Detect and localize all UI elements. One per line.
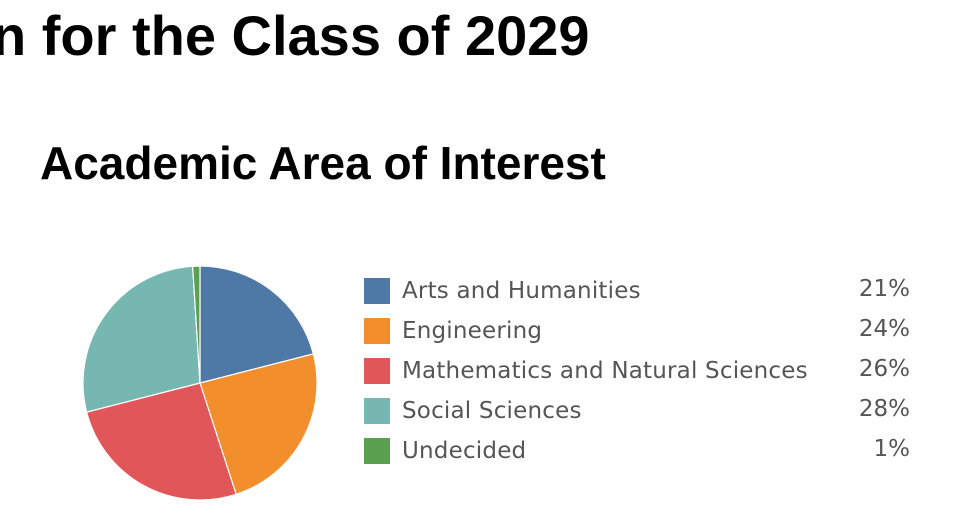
pie-slice-social-sciences[interactable] bbox=[82, 265, 201, 413]
chart-title: Academic Area of Interest bbox=[40, 137, 606, 189]
legend-label: Social Sciences bbox=[402, 398, 582, 424]
legend-swatch bbox=[364, 278, 390, 304]
pie-slice-arts-and-humanities[interactable] bbox=[199, 265, 315, 384]
legend-swatch bbox=[364, 318, 390, 344]
legend-value: 24% bbox=[858, 316, 910, 342]
legend-value: 28% bbox=[858, 396, 910, 422]
legend-swatch bbox=[364, 398, 390, 424]
legend-label: Mathematics and Natural Sciences bbox=[402, 358, 808, 384]
legend-item-mathematics-and-natural-sciences[interactable]: Mathematics and Natural Sciences 26% bbox=[364, 351, 912, 391]
legend-label: Undecided bbox=[402, 438, 527, 464]
legend-value: 21% bbox=[858, 276, 910, 302]
legend: Arts and Humanities 21% Engineering 24% … bbox=[364, 271, 912, 471]
pie-slice-engineering[interactable] bbox=[199, 353, 318, 496]
legend-item-engineering[interactable]: Engineering 24% bbox=[364, 311, 912, 351]
legend-swatch bbox=[364, 438, 390, 464]
legend-label: Arts and Humanities bbox=[402, 278, 641, 304]
pie-chart bbox=[82, 265, 318, 501]
pie-slice-mathematics-and-natural-sciences[interactable] bbox=[85, 382, 237, 501]
legend-label: Engineering bbox=[402, 318, 543, 344]
legend-value: 1% bbox=[873, 436, 911, 462]
legend-item-undecided[interactable]: Undecided 1% bbox=[364, 431, 912, 471]
legend-value: 26% bbox=[858, 356, 910, 382]
page-title: n for the Class of 2029 bbox=[0, 4, 590, 67]
legend-swatch bbox=[364, 358, 390, 384]
legend-item-arts-and-humanities[interactable]: Arts and Humanities 21% bbox=[364, 271, 912, 311]
pie-slice-undecided[interactable] bbox=[192, 265, 201, 384]
legend-item-social-sciences[interactable]: Social Sciences 28% bbox=[364, 391, 912, 431]
